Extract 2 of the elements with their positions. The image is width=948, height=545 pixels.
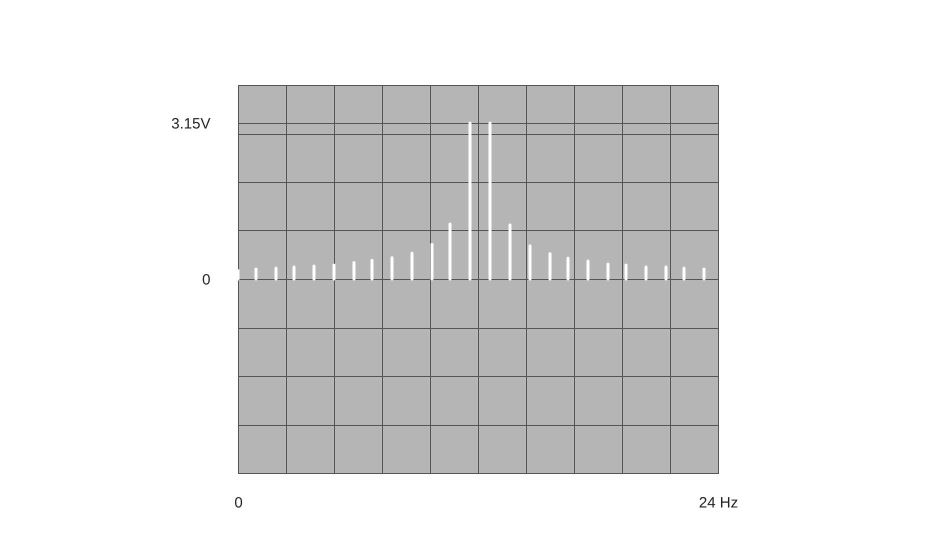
y-tick-label: 3.15V [171, 116, 210, 133]
x-tick-label: 24 Hz [698, 494, 738, 512]
